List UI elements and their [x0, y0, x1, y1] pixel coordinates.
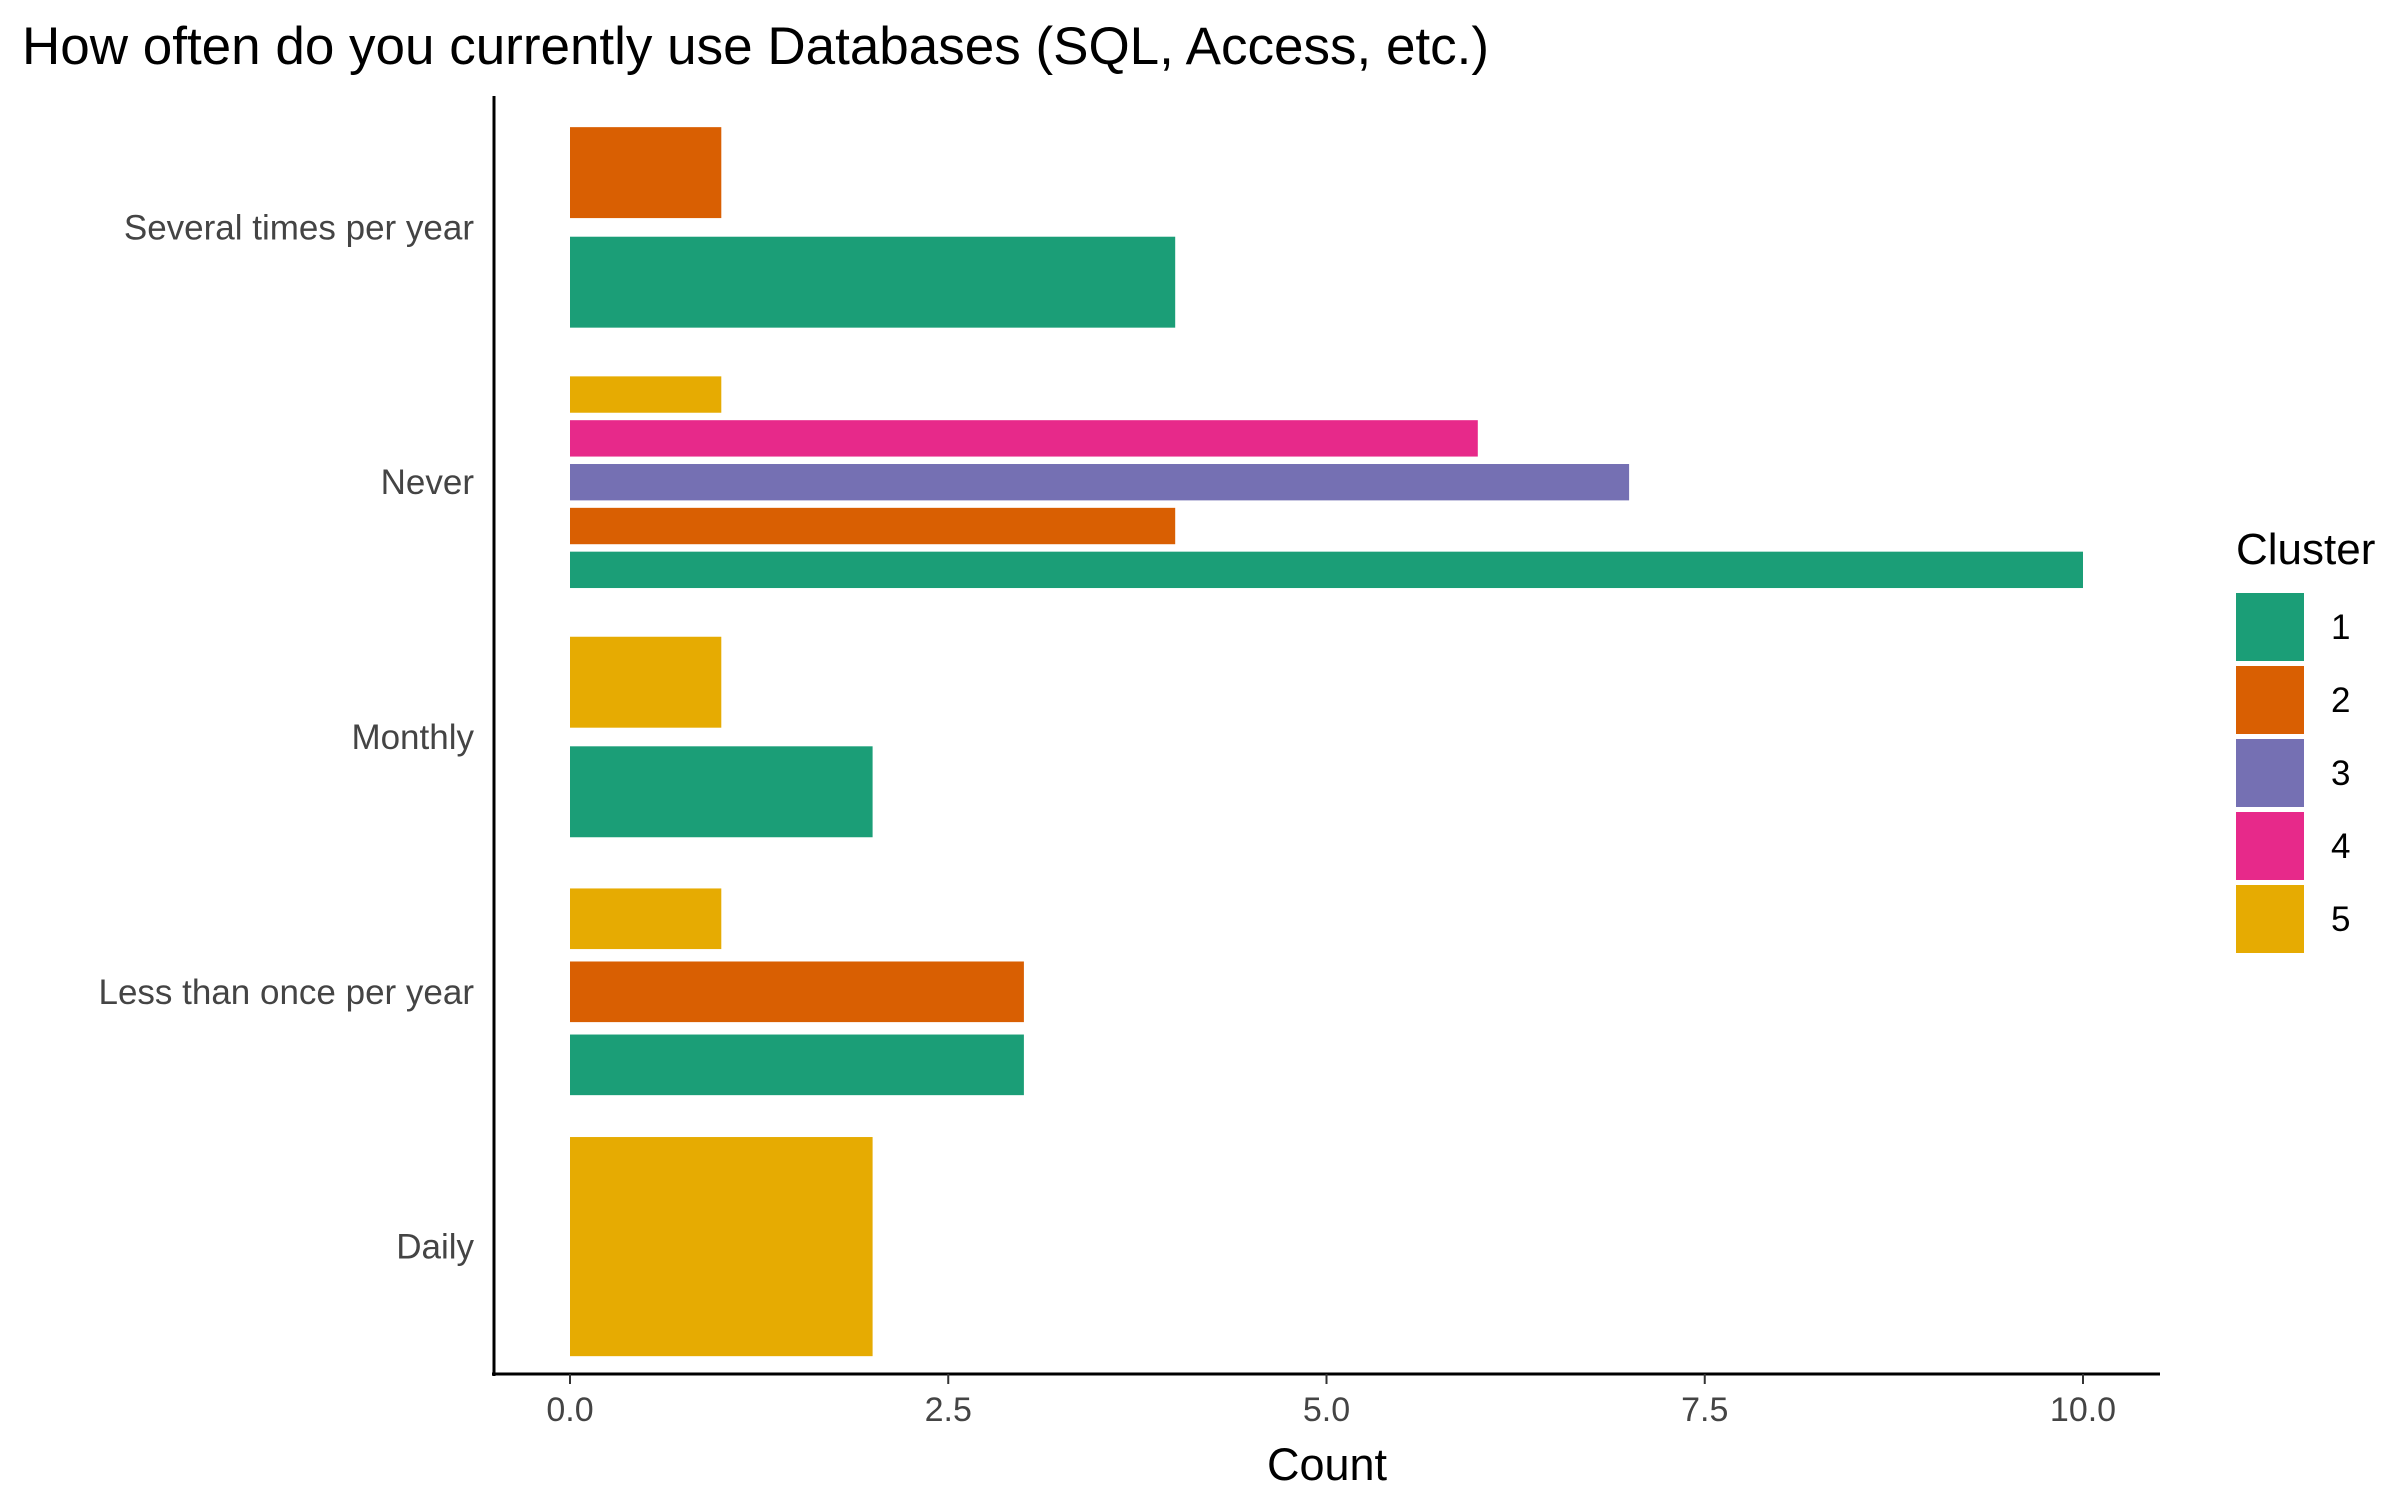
legend-label-cluster-4: 4 — [2331, 827, 2350, 866]
bar-monthly-cluster-1 — [570, 746, 873, 838]
legend-label-cluster-2: 2 — [2331, 681, 2350, 720]
legend-swatch-cluster-5 — [2236, 885, 2304, 953]
bar-never-cluster-4 — [570, 420, 1478, 457]
bar-monthly-cluster-5 — [570, 636, 722, 728]
bar-never-cluster-1 — [570, 551, 2083, 589]
bar-less-than-once-per-year-cluster-1 — [570, 1034, 1024, 1096]
x-tick-label: 2.5 — [925, 1391, 972, 1429]
legend: Cluster 1 2 3 4 5 — [2236, 525, 2375, 953]
category-label: Monthly — [351, 718, 474, 757]
bar-never-cluster-5 — [570, 376, 722, 413]
chart-title: How often do you currently use Databases… — [22, 17, 1489, 76]
legend-swatch-cluster-1 — [2236, 593, 2304, 661]
x-tick-label: 10.0 — [2050, 1391, 2116, 1429]
bar-daily-cluster-5 — [570, 1137, 873, 1357]
legend-title: Cluster — [2236, 525, 2375, 574]
x-axis-ticks: 0.0 2.5 5.0 7.5 10.0 — [546, 1374, 2116, 1429]
x-tick-label: 7.5 — [1681, 1391, 1728, 1429]
bar-several-times-per-year-cluster-1 — [570, 236, 1176, 328]
legend-swatch-cluster-3 — [2236, 739, 2304, 807]
legend-label-cluster-1: 1 — [2331, 608, 2350, 647]
bar-less-than-once-per-year-cluster-5 — [570, 888, 722, 950]
category-labels: Several times per year Never Monthly Less t… — [98, 208, 474, 1266]
legend-label-cluster-5: 5 — [2331, 900, 2350, 939]
category-label: Daily — [396, 1228, 474, 1267]
bar-less-than-once-per-year-cluster-2 — [570, 961, 1024, 1023]
legend-swatch-cluster-4 — [2236, 812, 2304, 880]
bar-never-cluster-2 — [570, 507, 1176, 545]
x-axis-title: Count — [1267, 1439, 1388, 1490]
bars-group — [570, 127, 2083, 1357]
legend-swatch-cluster-2 — [2236, 666, 2304, 734]
bar-never-cluster-3 — [570, 464, 1630, 501]
category-label: Never — [381, 463, 475, 502]
x-tick-label: 5.0 — [1303, 1391, 1350, 1429]
category-label: Less than once per year — [98, 973, 474, 1012]
x-tick-label: 0.0 — [546, 1391, 593, 1429]
legend-label-cluster-3: 3 — [2331, 754, 2350, 793]
bar-several-times-per-year-cluster-2 — [570, 127, 722, 219]
category-label: Several times per year — [124, 208, 474, 247]
